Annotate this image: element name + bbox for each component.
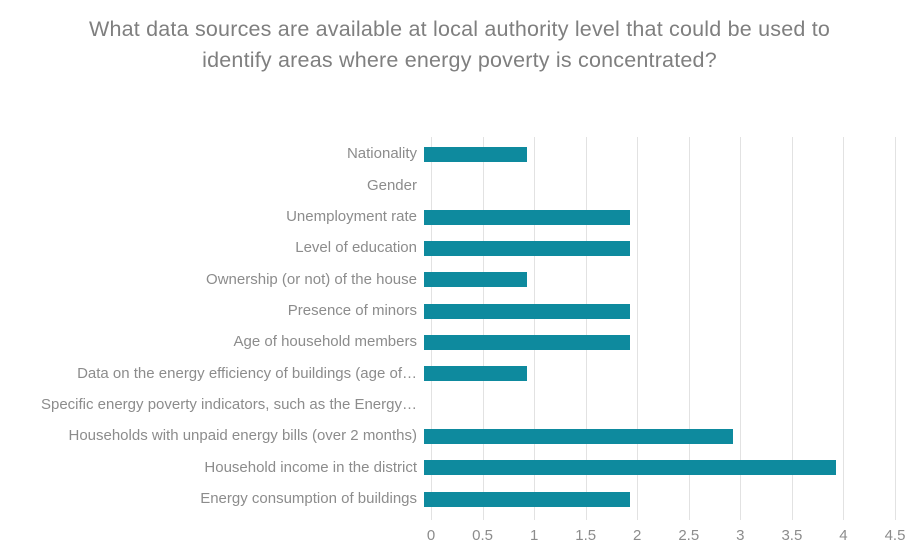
plot-region: Nationality Gender Unemployment rate Level …: [0, 137, 919, 520]
x-axis: 0 0.5 1 1.5 2 2.5 3 3.5 4 4.5: [427, 527, 906, 549]
x-tick-label: 0: [426, 527, 436, 544]
bar-track: [424, 358, 888, 389]
chart-row: Household income in the district: [0, 452, 919, 483]
chart-row: Level of education: [0, 233, 919, 264]
bar: [424, 209, 631, 225]
category-label: Age of household members: [233, 334, 417, 351]
bar-track: [424, 264, 888, 295]
bar-track: [424, 327, 888, 358]
category-label: Energy consumption of buildings: [200, 491, 417, 508]
bar: [424, 491, 631, 507]
bar-track: [424, 452, 888, 483]
bar-track: [424, 170, 888, 201]
x-tick-label: 2: [633, 527, 642, 544]
chart-row: Specific energy poverty indicators, such…: [0, 390, 919, 421]
x-tick-label: 0.5: [472, 527, 493, 544]
category-label: Household income in the district: [204, 459, 417, 476]
category-label: Households with unpaid energy bills (ove…: [68, 428, 417, 445]
category-label: Gender: [366, 177, 417, 194]
bar-track: [424, 139, 888, 170]
x-tick-label: 3.5: [781, 527, 803, 544]
bar-track: [424, 202, 888, 233]
bar-track: [424, 390, 888, 421]
bar-track: [424, 233, 888, 264]
chart-row: Age of household members: [0, 327, 919, 358]
x-tick-label: 1: [529, 527, 539, 544]
chart-row: Presence of minors: [0, 296, 919, 327]
chart-row: Ownership (or not) of the house: [0, 264, 919, 295]
x-tick-label: 4.5: [884, 527, 906, 544]
bar: [424, 460, 837, 476]
bar-rows: Nationality Gender Unemployment rate Level …: [0, 139, 919, 515]
category-label: Ownership (or not) of the house: [206, 271, 417, 288]
x-tick-label: 4: [839, 527, 848, 544]
bar-track: [424, 296, 888, 327]
bar: [424, 335, 631, 351]
chart-row: Unemployment rate: [0, 202, 919, 233]
category-label: Specific energy poverty indicators, such…: [40, 397, 417, 414]
chart-row: Nationality: [0, 139, 919, 170]
bar: [424, 147, 528, 163]
category-label: Presence of minors: [287, 303, 417, 320]
x-tick-label: 3: [736, 527, 745, 544]
chart-row: Gender: [0, 170, 919, 201]
category-label: Unemployment rate: [286, 209, 417, 226]
bar-track: [424, 484, 888, 515]
bar: [424, 303, 631, 319]
category-label: Nationality: [346, 146, 417, 163]
category-label: Data on the energy efficiency of buildin…: [77, 365, 417, 382]
bar: [424, 429, 734, 445]
bar: [424, 366, 528, 382]
x-tick-label: 2.5: [678, 527, 700, 544]
bar: [424, 241, 631, 257]
chart-row: Energy consumption of buildings: [0, 484, 919, 515]
x-tick-label: 1.5: [575, 527, 597, 544]
bar: [424, 272, 528, 288]
chart-row: Data on the energy efficiency of buildin…: [0, 358, 919, 389]
bar-track: [424, 421, 888, 452]
chart-title: What data sources are available at local…: [88, 17, 831, 72]
category-label: Level of education: [295, 240, 417, 257]
chart-row: Households with unpaid energy bills (ove…: [0, 421, 919, 452]
